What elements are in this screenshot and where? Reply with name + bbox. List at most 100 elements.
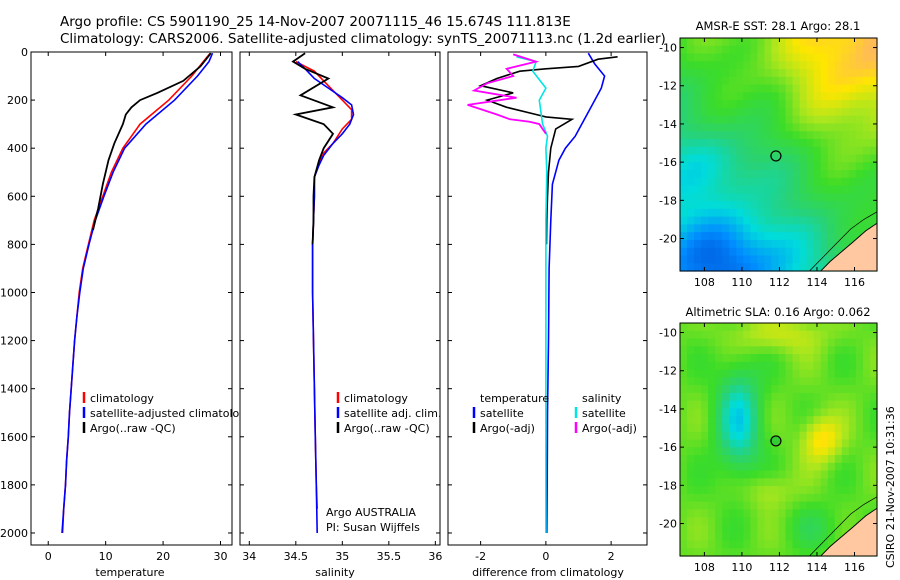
heatmap-cell (715, 392, 723, 402)
heatmap-cell (750, 509, 758, 518)
heatmap-cell (694, 532, 702, 542)
heatmap-cell (722, 38, 730, 47)
heatmap-cell (701, 338, 709, 347)
heatmap-cell (869, 154, 878, 163)
heatmap-cell (729, 361, 737, 371)
heatmap-cell (806, 239, 815, 249)
heatmap-cell (750, 493, 758, 503)
heatmap-cell (708, 255, 716, 264)
heatmap-cell (680, 408, 688, 417)
heatmap-cell (785, 455, 794, 464)
heatmap-cell (785, 532, 794, 542)
heatmap-cell (806, 493, 815, 503)
heatmap-cell (743, 123, 751, 132)
heatmap-cell (820, 532, 829, 542)
heatmap-cell (743, 115, 751, 125)
heatmap-cell (722, 146, 730, 156)
heatmap-cell (694, 92, 702, 101)
heatmap-cell (729, 185, 737, 194)
heatmap-cell (869, 53, 878, 62)
x-tick-label: 112 (769, 276, 790, 289)
heatmap-cell (715, 185, 723, 194)
heatmap-cell (729, 330, 737, 340)
heatmap-cell (778, 201, 787, 210)
heatmap-cell (785, 154, 794, 163)
heatmap-cell (736, 540, 744, 549)
heatmap-cell (806, 540, 815, 549)
heatmap-cell (757, 107, 766, 117)
heatmap-cell (715, 224, 723, 233)
heatmap-cell (743, 408, 751, 417)
heatmap-cell (841, 201, 850, 210)
heatmap-cell (729, 323, 737, 332)
heatmap-cell (715, 53, 723, 62)
heatmap-cell (715, 263, 723, 272)
heatmap-cell (701, 330, 709, 340)
heatmap-cell (750, 100, 758, 109)
heatmap-cell (799, 400, 808, 410)
heatmap-cell (722, 92, 730, 101)
heatmap-cell (736, 509, 744, 518)
heatmap-cell (708, 369, 716, 378)
heatmap-cell (722, 232, 730, 241)
heatmap-cell (701, 84, 709, 93)
heatmap-cell (694, 392, 702, 402)
heatmap-cell (722, 53, 730, 62)
heatmap-cell (680, 486, 688, 495)
heatmap-cell (722, 123, 730, 132)
heatmap-cell (764, 115, 773, 125)
heatmap-cell (806, 369, 815, 378)
y-tick-label: -18 (659, 194, 677, 207)
heatmap-cell (736, 493, 744, 503)
heatmap-cell (785, 354, 794, 363)
heatmap-cell (841, 185, 850, 194)
heatmap-cell (869, 193, 878, 202)
heatmap-cell (736, 447, 744, 456)
heatmap-cell (806, 146, 815, 156)
heatmap-cell (715, 131, 723, 140)
heatmap-cell (806, 162, 815, 171)
heatmap-cell (680, 509, 688, 518)
heatmap-cell (701, 493, 709, 503)
heatmap-cell (736, 92, 744, 101)
heatmap-cell (736, 517, 744, 526)
heatmap-cell (694, 462, 702, 472)
heatmap-cell (743, 45, 751, 55)
heatmap-cell (687, 76, 695, 86)
heatmap-cell (701, 392, 709, 402)
heatmap-cell (750, 115, 758, 125)
heatmap-cell (729, 61, 737, 70)
heatmap-cell (848, 323, 857, 332)
heatmap-cell (820, 154, 829, 163)
heatmap-cell (708, 377, 716, 386)
heatmap-cell (764, 146, 773, 156)
heatmap-cell (764, 517, 773, 526)
heatmap-cell (708, 330, 716, 340)
heatmap-cell (750, 162, 758, 171)
heatmap-cell (799, 177, 808, 187)
heatmap-cell (869, 501, 878, 510)
heatmap-cell (827, 193, 836, 202)
heatmap-cell (855, 208, 864, 218)
heatmap-cell (729, 416, 737, 425)
heatmap-cell (785, 100, 794, 109)
heatmap-cell (750, 255, 758, 264)
heatmap-cell (736, 107, 744, 117)
heatmap-cell (806, 107, 815, 117)
heatmap-cell (715, 239, 723, 249)
heatmap-cell (820, 501, 829, 510)
heatmap-cell (827, 462, 836, 472)
heatmap-cell (841, 107, 850, 117)
heatmap-cell (687, 462, 695, 472)
difference-plot-area: -2 0 2 (447, 51, 648, 563)
heatmap-cell (680, 369, 688, 378)
heatmap-cell (729, 509, 737, 518)
heatmap-cell (715, 416, 723, 425)
heatmap-cell (736, 208, 744, 218)
heatmap-cell (855, 392, 864, 402)
heatmap-cell (848, 431, 857, 441)
heatmap-cell (729, 423, 737, 433)
heatmap-cell (729, 532, 737, 542)
heatmap-cell (736, 185, 744, 194)
